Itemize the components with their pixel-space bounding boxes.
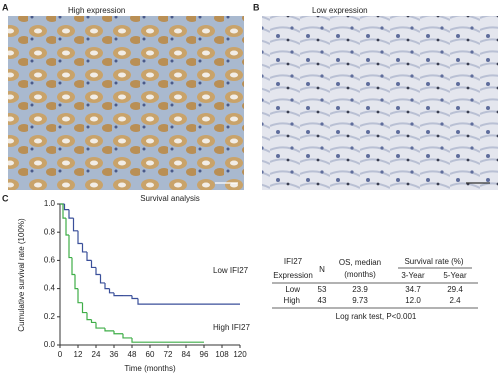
table: IFI27 Expression N OS, median (months) S… [272,257,478,321]
table-cell: 12.0 [405,296,421,305]
survival-step [131,295,138,300]
table-header: Expression [273,271,313,280]
x-tick-label: 120 [233,350,247,359]
histology-image [8,16,244,190]
table-header: Survival rate (%) [404,257,463,266]
y-tick-label: 0.4 [44,284,56,293]
table-cell: 2.4 [449,296,461,305]
series-label: Low IFI27 [213,266,249,275]
x-tick-label: 84 [182,350,191,359]
table-cell: 34.7 [405,285,421,294]
survival-step [62,204,66,219]
table-cell: 23.9 [352,285,368,294]
survival-step [95,267,101,276]
table-footnote: Log rank test, P<0.001 [336,312,417,321]
table-cell: 43 [318,296,327,305]
y-tick-label: 0.0 [44,340,56,349]
panel-label: A [2,2,9,12]
survival-step [86,251,92,261]
survival-step [77,288,83,304]
table-header: OS, median [339,258,381,267]
chart-title: Survival analysis [140,194,200,203]
survival-step [68,235,72,259]
survival-step [95,322,105,329]
survival-step [81,302,87,314]
survival-step [65,218,69,236]
table-cell: High [284,296,300,305]
x-axis-label: Time (months) [124,364,176,373]
survival-step [90,319,96,324]
survival-step [108,288,114,294]
table-header: N [319,265,325,274]
x-tick-label: 0 [58,350,63,359]
y-axis-label: Cumulative survival rate (100%) [17,218,26,332]
survival-step [90,260,96,269]
y-tick-label: 0.8 [44,227,56,236]
survival-step [122,333,132,339]
x-tick-label: 36 [110,350,119,359]
panel-label: C [2,193,9,203]
series-label: High IFI27 [213,323,250,332]
survival-step [63,204,69,211]
table-header: (months) [344,270,376,279]
survival-step [68,209,74,219]
survival-step [113,330,123,335]
x-tick-label: 96 [200,350,209,359]
panel-title: High expression [68,6,125,15]
table-header: 3-Year [401,271,425,280]
x-tick-label: 108 [215,350,229,359]
survival-step [104,282,110,290]
x-tick-label: 60 [146,350,155,359]
x-tick-label: 48 [128,350,137,359]
survival-step [113,292,123,297]
table-cell: Low [285,285,300,294]
survival-step [81,243,87,253]
survival-step [104,328,114,332]
table-cell: 9.73 [352,296,368,305]
survival-step [74,274,78,290]
survival-step [72,218,78,232]
survival-step [86,312,92,321]
table-header: 5-Year [443,271,467,280]
x-tick-label: 24 [92,350,101,359]
survival-step [99,274,105,284]
histology-image [262,16,498,190]
x-tick-label: 72 [164,350,173,359]
y-tick-label: 1.0 [44,199,56,208]
y-tick-label: 0.2 [44,312,56,321]
panel-title: Low expression [312,6,368,15]
table-cell: 29.4 [447,285,463,294]
panel-label: B [253,2,260,12]
survival-step [131,337,204,343]
y-tick-label: 0.6 [44,256,56,265]
survival-step [77,230,83,245]
x-tick-label: 12 [74,350,83,359]
survival-step [137,298,240,305]
table-cell: 53 [318,285,327,294]
table-header: IFI27 [284,257,303,266]
survival-step [71,257,75,276]
